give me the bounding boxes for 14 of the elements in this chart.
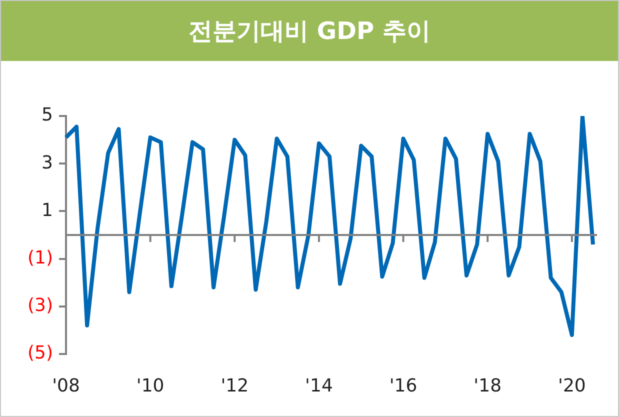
y-tick-label: 5 bbox=[42, 104, 53, 126]
x-tick-label: '14 bbox=[305, 375, 333, 396]
y-tick-label: (3) bbox=[28, 295, 53, 316]
x-tick-label: '16 bbox=[389, 375, 418, 396]
y-tick-label: 1 bbox=[42, 200, 53, 221]
y-tick-label: (5) bbox=[28, 342, 53, 364]
x-tick-label: '10 bbox=[136, 375, 164, 396]
x-tick-label: '18 bbox=[474, 375, 502, 396]
y-tick-label: (1) bbox=[28, 247, 53, 268]
chart-title: 전분기대비 GDP 추이 bbox=[1, 1, 618, 61]
x-tick-label: '08 bbox=[52, 375, 80, 396]
x-tick-label: '12 bbox=[220, 375, 249, 396]
x-tick-label: '20 bbox=[558, 375, 586, 396]
y-tick-label: 3 bbox=[42, 152, 53, 174]
